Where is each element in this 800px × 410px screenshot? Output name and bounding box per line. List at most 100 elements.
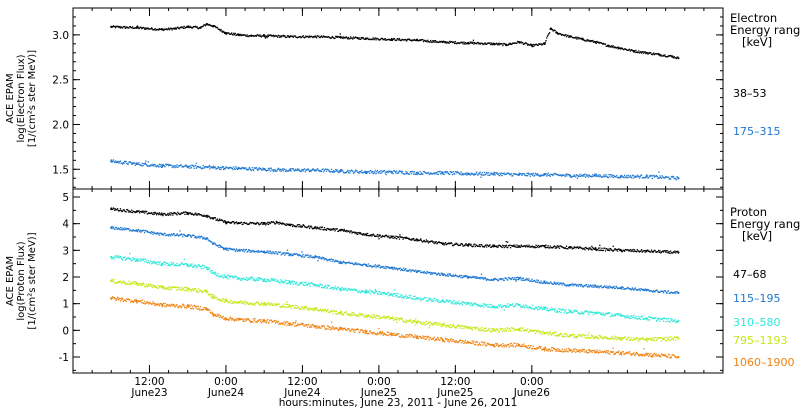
data-dot [505,306,507,308]
data-dot [325,284,327,287]
data-dot [199,289,201,291]
data-dot [668,55,670,57]
data-dot [323,286,326,288]
data-dot [647,319,649,321]
data-dot [194,213,196,215]
data-dot [495,172,498,174]
data-dot [458,275,460,278]
data-dot [297,36,299,38]
data-dot [408,173,410,175]
data-dot [503,279,505,282]
data-dot [158,285,160,287]
data-dot [529,280,531,282]
data-dot [187,234,189,236]
data-dot [449,274,451,276]
data-dot [583,39,585,41]
data-dot [131,163,133,165]
data-dot [616,287,619,290]
data-dot [462,43,464,45]
data-dot [405,236,408,238]
data-dot [508,42,510,44]
data-dot [655,316,657,319]
data-dot [199,265,202,268]
data-dot [214,242,216,244]
data-dot [121,27,123,29]
data-dot [212,218,214,220]
data-dot [440,325,442,328]
data-dot [633,51,635,53]
data-dot [183,234,185,236]
data-dot [326,168,328,170]
data-dot [676,250,678,253]
data-dot [132,257,134,259]
data-dot [657,177,660,179]
data-dot [367,290,369,293]
data-dot [238,167,241,169]
data-dot [366,289,368,292]
data-dot [231,167,233,169]
data-dot [437,272,440,274]
data-dot [587,40,589,42]
data-dot [495,246,498,248]
data-dot [294,253,297,255]
data-dot [178,165,180,167]
data-dot [550,281,552,283]
data-dot [228,274,230,277]
data-dot [382,235,384,238]
data-dot [210,241,212,243]
data-dot [204,266,206,268]
data-dot [384,235,386,237]
data-dot [255,278,258,280]
data-dot [453,41,455,43]
data-dot [550,173,552,175]
data-dot [527,172,529,174]
data-dot [192,164,194,166]
data-dot [421,271,423,273]
data-dot [361,313,364,315]
data-dot [233,248,235,250]
data-dot [536,173,539,175]
data-dot [440,40,442,43]
data-outlier [472,39,475,41]
data-dot [286,223,288,225]
data-dot [183,263,185,265]
y-tick-label: 3.0 [52,30,69,42]
data-dot [209,293,211,296]
data-dot [202,236,204,239]
data-dot [269,167,271,170]
data-dot [429,41,431,43]
data-outlier [480,273,483,275]
data-dot [239,301,241,303]
data-dot [475,172,477,175]
data-dot [435,273,437,275]
data-dot [170,286,172,289]
data-dot [315,37,318,39]
data-dot [284,305,287,308]
data-dot [153,232,156,234]
data-dot [645,288,648,291]
data-dot [318,227,320,229]
data-dot [244,278,246,280]
data-dot [660,55,663,57]
data-dot [652,175,654,177]
data-dot [134,27,136,29]
data-dot [524,43,526,45]
data-dot [383,291,386,294]
data-dot [269,222,272,224]
data-dot [518,172,520,175]
data-dot [140,26,142,29]
data-dot [231,33,234,36]
data-dot [221,246,223,248]
data-dot [563,283,566,286]
data-dot [542,282,544,284]
data-dot [174,286,176,289]
data-dot [366,265,369,267]
data-dot [335,35,337,38]
data-dot [644,288,646,290]
data-dot [354,288,356,290]
data-dot [125,211,127,213]
data-dot [488,306,491,308]
data-dot [228,166,231,169]
data-dot [622,176,624,178]
data-dot [238,34,240,37]
